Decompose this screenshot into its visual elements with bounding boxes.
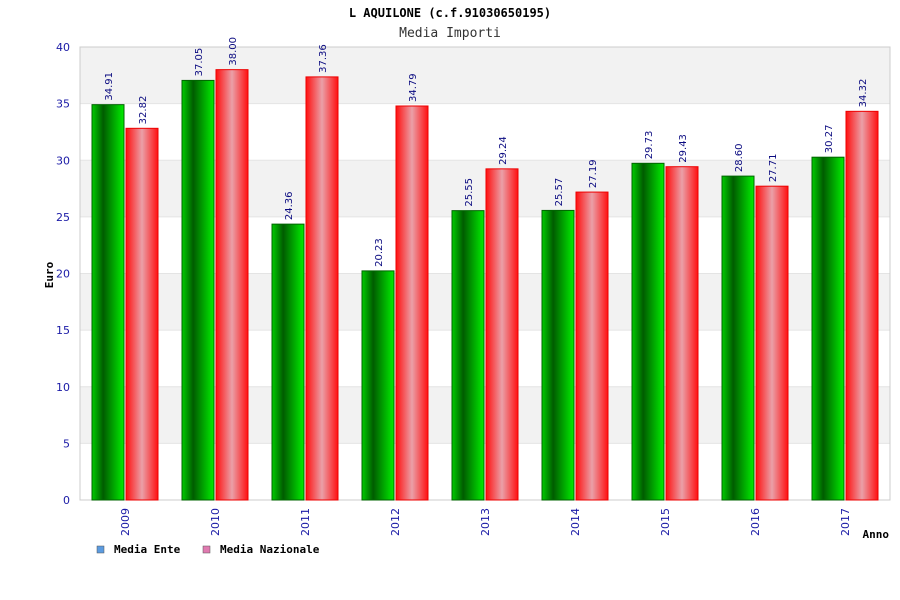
value-label: 29.73 <box>644 131 655 160</box>
y-tick-label: 5 <box>63 437 70 450</box>
legend: Media Ente Media Nazionale <box>96 543 320 556</box>
value-label: 34.79 <box>408 73 419 102</box>
y-tick-label: 15 <box>56 324 70 337</box>
value-label: 29.24 <box>498 136 509 165</box>
legend-label-ente: Media Ente <box>114 543 181 556</box>
bar-nazionale-2015 <box>665 166 699 501</box>
bar-ente-2009 <box>91 104 125 501</box>
grid-band <box>80 273 890 331</box>
y-tick-label: 30 <box>56 154 70 167</box>
value-label: 37.05 <box>194 48 205 77</box>
x-tick-label: 2011 <box>299 508 312 536</box>
y-axis-ticks: 0 5 10 15 20 25 30 35 40 <box>56 41 70 507</box>
y-tick-label: 0 <box>63 494 70 507</box>
grid-band <box>80 386 890 444</box>
bar-nazionale-2013 <box>485 168 519 501</box>
bar-ente-2017 <box>811 156 845 501</box>
bar-nazionale-2016 <box>755 185 789 501</box>
y-tick-label: 35 <box>56 98 70 111</box>
value-label: 30.27 <box>824 125 835 154</box>
value-label: 25.57 <box>554 178 565 207</box>
x-axis-ticks: 2009 2010 2011 2012 2013 2014 2015 2016 2017 <box>119 508 852 536</box>
bar-nazionale-2012 <box>395 105 429 501</box>
chart-title: L AQUILONE (c.f.91030650195) <box>349 6 551 20</box>
value-label: 27.19 <box>588 159 599 188</box>
value-label: 34.91 <box>104 72 115 101</box>
grid-band <box>80 330 890 387</box>
bar-ente-2011 <box>271 223 305 501</box>
value-label: 28.60 <box>734 143 745 172</box>
value-label: 20.23 <box>374 238 385 267</box>
value-label: 38.00 <box>228 37 239 66</box>
x-tick-label: 2015 <box>659 508 672 536</box>
y-tick-label: 40 <box>56 41 70 54</box>
value-label: 37.36 <box>318 44 329 73</box>
legend-label-nazionale: Media Nazionale <box>220 543 320 556</box>
value-labels: 34.91 32.82 37.05 38.00 24.36 37.36 20.23 34.79… <box>104 37 869 267</box>
grid-band <box>80 47 890 104</box>
bar-ente-2013 <box>451 210 485 501</box>
bar-nazionale-2009 <box>125 127 159 501</box>
bar-nazionale-2010 <box>215 69 249 501</box>
value-label: 29.43 <box>678 134 689 163</box>
x-tick-label: 2017 <box>839 508 852 536</box>
bar-ente-2010 <box>181 79 215 501</box>
grid-band <box>80 103 890 161</box>
bar-ente-2014 <box>541 209 575 501</box>
bar-nazionale-2017 <box>845 110 879 501</box>
grid-bands <box>80 46 890 501</box>
legend-swatch-ente <box>96 545 105 554</box>
value-label: 24.36 <box>284 191 295 220</box>
x-tick-label: 2009 <box>119 508 132 536</box>
chart-subtitle: Media Importi <box>399 26 501 41</box>
value-label: 34.32 <box>858 79 869 108</box>
bar-nazionale-2014 <box>575 191 609 501</box>
grid-band <box>80 216 890 274</box>
bar-ente-2015 <box>631 162 665 501</box>
y-axis-label: Euro <box>43 261 56 288</box>
bar-ente-2016 <box>721 175 755 501</box>
y-tick-label: 10 <box>56 381 70 394</box>
x-tick-label: 2012 <box>389 508 402 536</box>
bar-ente-2012 <box>361 270 395 501</box>
y-tick-label: 20 <box>56 268 70 281</box>
x-tick-label: 2014 <box>569 508 582 536</box>
plot-area-border <box>79 46 891 501</box>
bars <box>91 69 879 501</box>
y-tick-label: 25 <box>56 211 70 224</box>
x-tick-label: 2016 <box>749 508 762 536</box>
x-tick-label: 2013 <box>479 508 492 536</box>
value-label: 32.82 <box>138 96 149 125</box>
grid-band <box>80 160 890 217</box>
x-axis-label: Anno <box>863 528 890 541</box>
bar-nazionale-2011 <box>305 76 339 501</box>
x-tick-label: 2010 <box>209 508 222 536</box>
value-label: 27.71 <box>768 154 779 183</box>
value-label: 25.55 <box>464 178 475 207</box>
grid-band <box>80 443 890 500</box>
legend-swatch-nazionale <box>202 545 211 554</box>
